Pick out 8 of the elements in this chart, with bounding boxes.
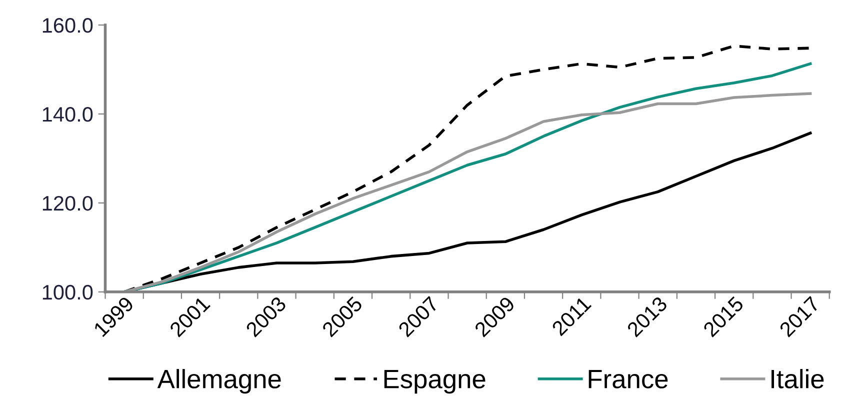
y-tick-label: 160.0	[42, 18, 93, 33]
y-tick-label: 120.0	[42, 196, 93, 211]
legend-label: Espagne	[384, 370, 486, 394]
y-tick-label: 100.0	[42, 284, 93, 300]
legend-label: France	[588, 370, 668, 388]
y-tick-label: 140.0	[42, 106, 93, 122]
legend-label: Allemagne	[157, 369, 281, 394]
legend-label: Italie	[772, 369, 824, 388]
